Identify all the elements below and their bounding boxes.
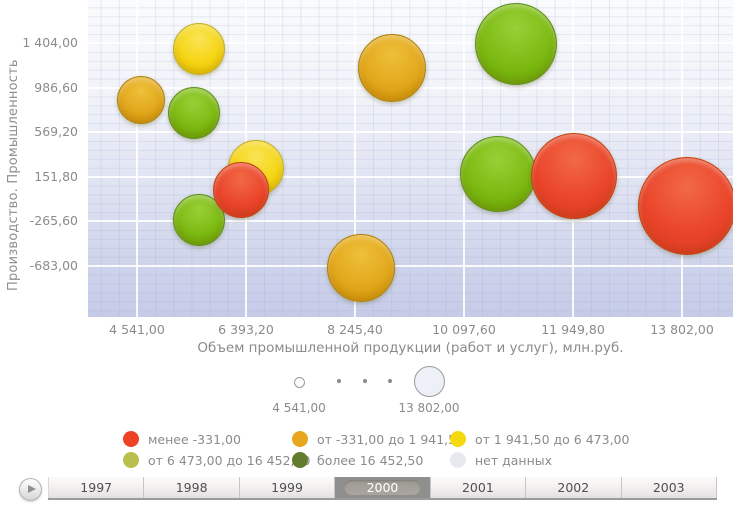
legend-color-dot-gray xyxy=(450,452,466,468)
x-axis-title: Объем промышленной продукции (работ и ус… xyxy=(197,340,624,356)
x-tick-label: 6 393,20 xyxy=(218,322,274,337)
timeline[interactable]: 1997 1998 1999 2000 2001 2002 2003 xyxy=(48,477,717,500)
y-tick-label: -683,00 xyxy=(29,258,78,273)
year-label: 2001 xyxy=(461,480,494,495)
size-legend-min-circle xyxy=(294,377,305,388)
year-label: 1998 xyxy=(175,480,208,495)
year-label: 2003 xyxy=(652,480,685,495)
legend-label: более 16 452,50 xyxy=(317,452,424,468)
size-legend-dot xyxy=(388,379,392,383)
play-button[interactable] xyxy=(19,478,42,501)
legend-item-olive: от 6 473,00 до 16 452,50 xyxy=(123,451,310,469)
legend-item-red: менее -331,00 xyxy=(123,430,241,448)
y-tick-label: 986,60 xyxy=(34,80,78,95)
year-1998[interactable]: 1998 xyxy=(144,477,240,498)
major-gridline-horizontal xyxy=(88,220,733,222)
legend-item-darkgreen: более 16 452,50 xyxy=(292,451,423,469)
y-tick-label: 1 404,00 xyxy=(22,35,78,50)
y-axis-title: Производство. Промышленность xyxy=(6,59,21,291)
year-2003[interactable]: 2003 xyxy=(621,477,717,498)
legend-color-dot-olive xyxy=(123,452,139,468)
year-label: 1997 xyxy=(80,480,113,495)
y-tick-label: 151,80 xyxy=(34,169,78,184)
legend-label: от 6 473,00 до 16 452,50 xyxy=(148,452,311,468)
size-legend-dot xyxy=(363,379,367,383)
size-legend-max-circle xyxy=(414,366,445,397)
x-tick-label: 13 802,00 xyxy=(650,322,714,337)
selected-year-pill xyxy=(344,480,421,495)
legend-color-dot-orange xyxy=(292,431,308,447)
legend-label: менее -331,00 xyxy=(148,431,241,447)
legend-label: от 1 941,50 до 6 473,00 xyxy=(475,431,630,447)
legend-color-dot-yellow xyxy=(450,431,466,447)
year-label: 2002 xyxy=(557,480,590,495)
major-gridline-horizontal xyxy=(88,131,733,133)
bubble-orange[interactable] xyxy=(117,76,165,124)
legend-label: нет данных xyxy=(475,452,553,468)
plot-area xyxy=(88,0,733,317)
bubble-red[interactable] xyxy=(531,133,617,219)
y-tick-label: 569,20 xyxy=(34,124,78,139)
x-tick-label: 8 245,40 xyxy=(327,322,383,337)
major-gridline-horizontal xyxy=(88,265,733,267)
size-legend-max-label: 13 802,00 xyxy=(398,401,460,415)
year-1999[interactable]: 1999 xyxy=(239,477,336,498)
year-2000[interactable]: 2000 xyxy=(335,477,431,498)
year-2001[interactable]: 2001 xyxy=(430,477,527,498)
bubble-green[interactable] xyxy=(475,3,557,85)
bubble-orange[interactable] xyxy=(358,34,426,102)
legend-color-dot-red xyxy=(123,431,139,447)
y-tick-label: -265,60 xyxy=(29,213,78,228)
year-2002[interactable]: 2002 xyxy=(526,477,622,498)
year-label: 1999 xyxy=(271,480,303,495)
x-tick-label: 4 541,00 xyxy=(109,322,165,337)
major-gridline-horizontal xyxy=(88,176,733,178)
play-icon xyxy=(28,485,36,493)
legend-color-dot-darkgreen xyxy=(292,452,308,468)
bubble-orange[interactable] xyxy=(327,234,395,302)
legend-item-gray: нет данных xyxy=(450,451,552,469)
bubble-red[interactable] xyxy=(638,157,733,255)
x-tick-label: 10 097,60 xyxy=(432,322,496,337)
x-tick-label: 11 949,80 xyxy=(541,322,605,337)
legend-label: от -331,00 до 1 941,50 xyxy=(317,431,465,447)
major-gridline-vertical xyxy=(354,0,356,317)
major-gridline-vertical xyxy=(136,0,138,317)
size-legend-min-label: 4 541,00 xyxy=(272,401,326,415)
legend-item-orange: от -331,00 до 1 941,50 xyxy=(292,430,464,448)
bubble-green[interactable] xyxy=(168,87,220,139)
year-1997[interactable]: 1997 xyxy=(48,477,145,498)
bubble-red[interactable] xyxy=(213,162,269,218)
size-legend-dot xyxy=(337,379,341,383)
bubble-yellow[interactable] xyxy=(173,23,225,75)
legend-item-yellow: от 1 941,50 до 6 473,00 xyxy=(450,430,629,448)
year-label: 2000 xyxy=(366,480,399,495)
bubble-green[interactable] xyxy=(460,136,536,212)
